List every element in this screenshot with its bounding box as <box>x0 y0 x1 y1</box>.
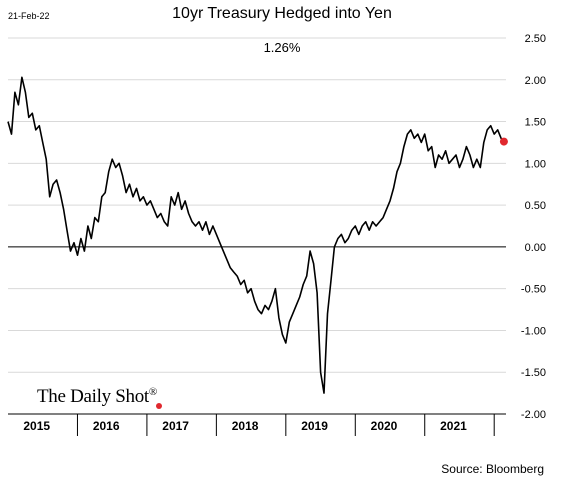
latest-value-marker <box>499 137 508 146</box>
y-axis: 2.50 2.00 1.50 1.00 0.50 0.00 -0.50 -1.00 -1.50 -… <box>521 33 546 421</box>
brand-text: The Daily Shot <box>37 386 149 407</box>
chart-title: 10yr Treasury Hedged into Yen <box>172 5 392 22</box>
y-tick-label: 1.00 <box>525 158 546 170</box>
x-tick-label: 2017 <box>162 419 189 433</box>
brand-dot-icon <box>156 403 162 409</box>
y-tick-label: -1.50 <box>521 367 546 379</box>
date-stamp: 21-Feb-22 <box>8 11 50 21</box>
y-tick-label: -0.50 <box>521 284 546 296</box>
brand-registered-mark: ® <box>148 386 157 398</box>
series-line <box>7 76 505 394</box>
x-axis: 2015 2016 2017 2018 2019 2020 2021 <box>8 413 506 436</box>
grid-lines <box>8 37 506 415</box>
y-tick-label: -2.00 <box>521 409 546 421</box>
x-tick-label: 2018 <box>232 419 259 433</box>
source-note: Source: Bloomberg <box>441 462 544 476</box>
latest-value-label: 1.26% <box>263 40 301 55</box>
x-tick-label: 2021 <box>440 419 467 433</box>
y-tick-label: -1.00 <box>521 325 546 337</box>
x-tick-label: 2019 <box>301 419 328 433</box>
y-tick-label: 2.00 <box>525 75 546 87</box>
y-tick-label: 2.50 <box>525 33 546 45</box>
y-tick-label: 0.50 <box>525 200 546 212</box>
y-tick-label: 1.50 <box>525 117 546 129</box>
x-tick-label: 2015 <box>23 419 50 433</box>
x-tick-label: 2016 <box>93 419 120 433</box>
brand-logo: The Daily Shot® <box>37 386 157 408</box>
y-tick-label: 0.00 <box>525 242 546 254</box>
x-tick-label: 2020 <box>371 419 398 433</box>
